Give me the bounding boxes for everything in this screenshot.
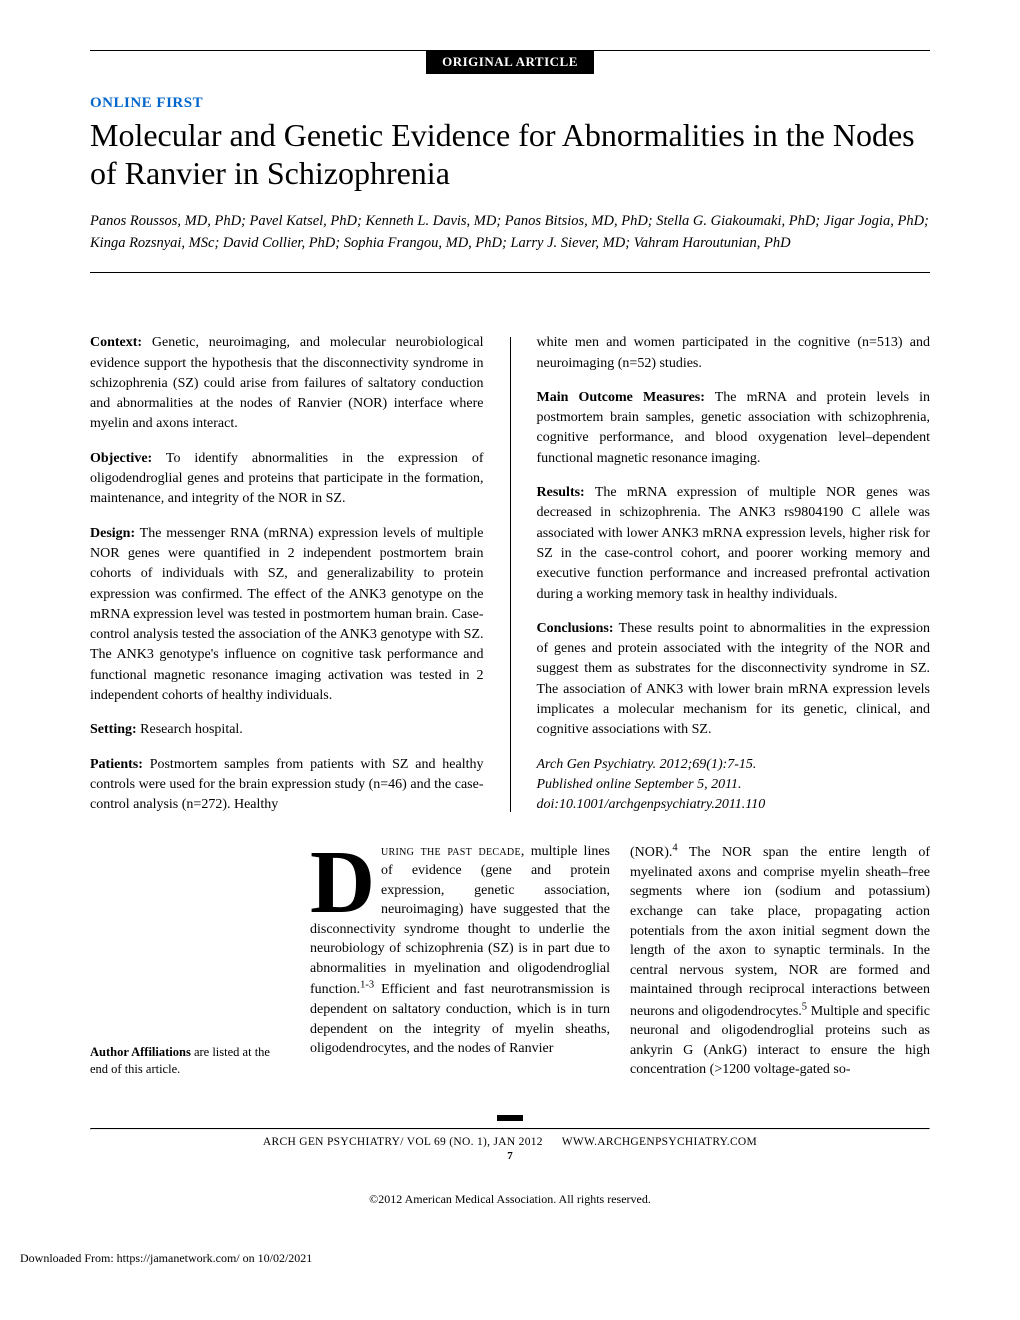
download-note: Downloaded From: https://jamanetwork.com…	[0, 1251, 1020, 1266]
label-results: Results:	[537, 485, 585, 500]
body-columns: During the past decade, multiple lines o…	[310, 842, 930, 1080]
online-first-badge: ONLINE FIRST	[90, 95, 930, 112]
affiliation-bold: Author Affiliations	[90, 1045, 191, 1059]
footer-left: ARCH GEN PSYCHIATRY/ VOL 69 (NO. 1), JAN…	[263, 1136, 543, 1148]
rule-under-authors	[90, 272, 930, 273]
abstract-right-column: white men and women participated in the …	[537, 333, 931, 815]
label-setting: Setting:	[90, 722, 137, 737]
dropcap: D	[310, 842, 381, 918]
body-section: Author Affiliations are listed at the en…	[90, 842, 930, 1080]
citation-line-3: doi:10.1001/archgenpsychiatry.2011.110	[537, 795, 931, 815]
citation-line-2: Published online September 5, 2011.	[537, 775, 931, 795]
page-container: ORIGINAL ARTICLE ONLINE FIRST Molecular …	[0, 0, 1020, 1237]
label-patients: Patients:	[90, 757, 143, 772]
affiliation-sidebar: Author Affiliations are listed at the en…	[90, 842, 290, 1080]
footer-marker-icon	[497, 1115, 523, 1121]
abstract-objective: Objective: To identify abnormalities in …	[90, 449, 484, 510]
abstract-main-outcome: Main Outcome Measures: The mRNA and prot…	[537, 388, 931, 469]
footer-rule	[90, 1128, 930, 1130]
article-title: Molecular and Genetic Evidence for Abnor…	[90, 116, 930, 193]
text-setting: Research hospital.	[137, 722, 243, 737]
author-list: Panos Roussos, MD, PhD; Pavel Katsel, Ph…	[90, 211, 930, 255]
text-patients-a: Postmortem samples from patients with SZ…	[90, 757, 484, 813]
text-context: Genetic, neuroimaging, and molecular neu…	[90, 335, 484, 431]
abstract-left-column: Context: Genetic, neuroimaging, and mole…	[90, 333, 484, 815]
abstract-patients: Patients: Postmortem samples from patien…	[90, 755, 484, 816]
abstract-conclusions: Conclusions: These results point to abno…	[537, 619, 931, 741]
abstract-context: Context: Genetic, neuroimaging, and mole…	[90, 333, 484, 434]
text-conclusions: These results point to abnormalities in …	[537, 621, 931, 737]
citation-block: Arch Gen Psychiatry. 2012;69(1):7-15. Pu…	[537, 755, 931, 816]
copyright-line: ©2012 American Medical Association. All …	[90, 1192, 930, 1207]
label-context: Context:	[90, 335, 142, 350]
citation-line-1: Arch Gen Psychiatry. 2012;69(1):7-15.	[537, 755, 931, 775]
abstract-setting: Setting: Research hospital.	[90, 720, 484, 740]
text-results: The mRNA expression of multiple NOR gene…	[537, 485, 931, 601]
label-main-outcome: Main Outcome Measures:	[537, 390, 705, 405]
body-lead: uring the past decade,	[381, 844, 525, 859]
abstract-design: Design: The messenger RNA (mRNA) express…	[90, 524, 484, 707]
body-col2-text: (NOR).4 The NOR span the entire length o…	[630, 845, 930, 1077]
footer-right: WWW.ARCHGENPSYCHIATRY.COM	[562, 1136, 757, 1148]
label-objective: Objective:	[90, 451, 152, 466]
article-type-banner: ORIGINAL ARTICLE	[90, 51, 930, 75]
abstract-divider	[510, 337, 511, 811]
text-patients-b: white men and women participated in the …	[537, 333, 931, 374]
body-column-1: During the past decade, multiple lines o…	[310, 842, 610, 1080]
body-column-2: (NOR).4 The NOR span the entire length o…	[630, 842, 930, 1080]
article-type-label: ORIGINAL ARTICLE	[426, 50, 594, 74]
abstract: Context: Genetic, neuroimaging, and mole…	[90, 333, 930, 815]
footer-divider	[90, 1110, 930, 1130]
text-design: The messenger RNA (mRNA) expression leve…	[90, 526, 484, 703]
label-conclusions: Conclusions:	[537, 621, 614, 636]
label-design: Design:	[90, 526, 135, 541]
footer-page-number: 7	[90, 1150, 930, 1162]
footer-citation: ARCH GEN PSYCHIATRY/ VOL 69 (NO. 1), JAN…	[90, 1136, 930, 1148]
abstract-results: Results: The mRNA expression of multiple…	[537, 483, 931, 605]
